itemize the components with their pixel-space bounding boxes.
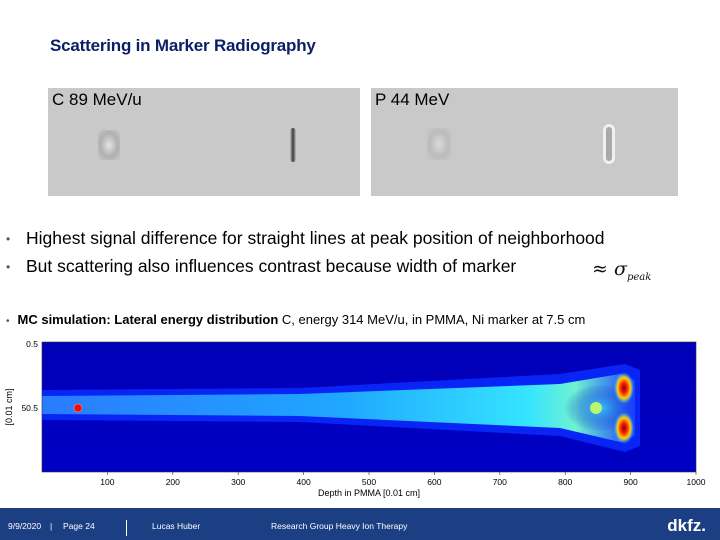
x-tick-label: 300 — [231, 477, 245, 487]
x-tick-label: 500 — [362, 477, 376, 487]
marker-blur — [98, 130, 120, 160]
footer-date: 9/9/2020 — [8, 521, 42, 531]
mc-simulation-caption: • MC simulation: Lateral energy distribut… — [6, 312, 586, 327]
y-axis: 0.5 50.5 — [21, 339, 38, 413]
bullet-list: • Highest signal difference for straight… — [6, 228, 706, 284]
bragg-peak-upper — [614, 372, 634, 404]
sigma-peak-formula: ≈ σpeak — [592, 258, 652, 283]
x-tick-label: 800 — [558, 477, 572, 487]
y-axis-label: [0.01 cm] — [4, 388, 14, 425]
slide-title: Scattering in Marker Radiography — [50, 36, 316, 55]
list-item: • But scattering also influences contras… — [6, 256, 517, 276]
x-axis-label: Depth in PMMA [0.01 cm] — [318, 488, 420, 498]
list-item: • Highest signal difference for straight… — [6, 228, 605, 248]
y-tick-label: 0.5 — [26, 339, 38, 349]
marker-line — [603, 124, 615, 164]
panel-label-proton: P 44 MeV — [375, 90, 450, 109]
marker-dot — [73, 403, 83, 413]
x-tick-label: 1000 — [687, 477, 706, 487]
bragg-peak-lower — [614, 412, 634, 444]
x-tick-label: 900 — [624, 477, 638, 487]
radiograph-proton: P 44 MeV — [371, 88, 678, 196]
radiograph-carbon: C 89 MeV/u — [48, 88, 360, 196]
marker-blur — [427, 128, 451, 160]
footer-author: Lucas Huber — [152, 521, 201, 531]
footer-bar: 9/9/2020 | Page 24 Lucas Huber Research … — [0, 508, 720, 540]
heatmap-chart: 100 200 300 400 500 600 700 800 900 1000 0.550.5 … — [4, 339, 706, 498]
panel-label-carbon: C 89 MeV/u — [52, 90, 142, 109]
x-tick-label: 100 — [100, 477, 114, 487]
x-axis: 100 200 300 400 500 600 700 800 900 1000 — [100, 472, 706, 487]
y-tick-label: 50.5 — [21, 403, 38, 413]
x-tick-label: 400 — [297, 477, 311, 487]
dkfz-logo: dkfz. — [667, 516, 706, 535]
footer-page: Page 24 — [63, 521, 95, 531]
marker-line — [290, 128, 296, 162]
x-tick-label: 700 — [493, 477, 507, 487]
footer-group: Research Group Heavy Ion Therapy — [271, 521, 408, 531]
x-tick-label: 200 — [166, 477, 180, 487]
x-tick-label: 600 — [427, 477, 441, 487]
